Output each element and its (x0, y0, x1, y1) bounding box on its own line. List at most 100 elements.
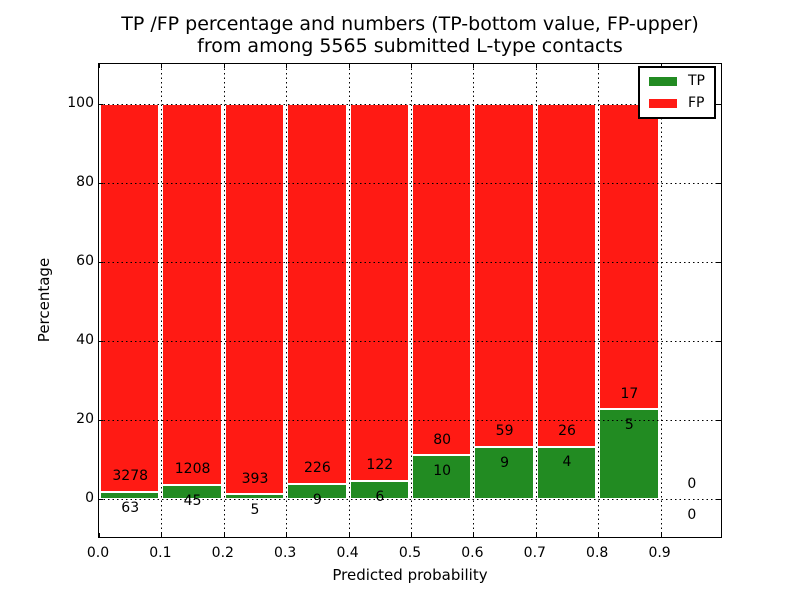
fp-bar-segment (349, 103, 409, 481)
tp-bar-segment (474, 447, 534, 500)
x-tick-mark (473, 533, 475, 537)
y-tick-mark-right (717, 499, 721, 501)
chart-title-line2: from among 5565 submitted L-type contact… (197, 35, 623, 57)
y-tick-mark-right (717, 261, 721, 263)
tp-count-label: 63 (121, 499, 140, 516)
fp-count-label: 3278 (112, 468, 149, 485)
chart-title-line1: TP /FP percentage and numbers (TP-bottom… (121, 13, 699, 35)
fp-bar-segment (536, 103, 597, 447)
fp-bar-segment (474, 103, 534, 448)
x-axis-label: Predicted probability (332, 566, 488, 584)
y-tick-label: 80 (76, 173, 94, 190)
x-tick-mark (286, 533, 288, 537)
fp-bar-segment (100, 103, 160, 492)
x-tick-mark-top (161, 64, 163, 68)
fp-bar-segment (412, 103, 472, 456)
fp-count-label: 17 (620, 385, 639, 402)
x-tick-label: 0.4 (336, 545, 359, 561)
y-gridline (99, 420, 721, 422)
x-tick-mark (99, 533, 100, 537)
x-tick-mark (598, 533, 600, 537)
y-tick-mark (99, 499, 103, 501)
x-gridline (161, 64, 163, 537)
tp-count-label: 5 (624, 417, 634, 434)
tp-count-label: 9 (500, 454, 510, 471)
x-tick-label: 0.1 (149, 545, 172, 561)
x-tick-mark-top (99, 64, 100, 68)
x-gridline (348, 64, 350, 537)
x-tick-mark-top (411, 64, 412, 68)
y-tick-label: 100 (67, 94, 94, 111)
x-gridline (535, 64, 537, 537)
x-tick-mark (348, 533, 350, 537)
tp-count-label: 4 (562, 454, 572, 471)
x-tick-label: 0.0 (86, 545, 110, 561)
fp-count-label: 1208 (174, 461, 211, 478)
x-tick-label: 0.5 (398, 545, 422, 561)
fp-bar-segment (599, 103, 659, 410)
x-gridline (411, 64, 412, 537)
tp-bar-segment (224, 494, 285, 500)
plot-area: 3278 63 1208 45 393 5 226 9 122 6 80 10 59 9 26 4 17 5 0 0 … (98, 63, 722, 538)
x-tick-label: 0.7 (523, 545, 546, 561)
y-axis-label: Percentage (35, 257, 53, 343)
tp-bar-segment (100, 491, 160, 500)
fp-bar-segment (162, 103, 222, 486)
chart-title: TP /FP percentage and numbers (TP-bottom… (98, 13, 722, 57)
x-tick-mark (411, 533, 412, 537)
y-tick-mark (99, 182, 103, 184)
y-gridline (99, 182, 721, 184)
x-tick-mark (660, 533, 662, 537)
fp-count-label: 226 (304, 460, 331, 477)
tp-count-label: 0 (687, 507, 697, 524)
fp-count-label: 80 (433, 431, 452, 448)
fp-bar-segment (287, 103, 347, 485)
tp-bar-segment (162, 485, 222, 500)
legend-label-fp: FP (688, 95, 705, 111)
fp-color-swatch (649, 99, 677, 108)
y-gridline (99, 103, 721, 105)
fp-count-label: 0 (687, 475, 697, 492)
tp-count-label: 10 (433, 463, 452, 480)
y-gridline (99, 261, 721, 263)
tp-bar-segment (599, 409, 659, 500)
tp-color-swatch (649, 77, 677, 86)
y-tick-label: 40 (76, 332, 94, 349)
fp-count-label: 59 (495, 423, 514, 440)
y-tick-mark (99, 420, 103, 422)
x-tick-mark (223, 533, 225, 537)
x-tick-mark-top (223, 64, 225, 68)
y-tick-label: 0 (85, 490, 94, 507)
x-gridline (223, 64, 225, 537)
y-tick-mark-right (717, 341, 721, 343)
fp-count-label: 26 (558, 422, 576, 439)
fp-count-label: 122 (366, 457, 394, 474)
x-tick-mark-top (535, 64, 537, 68)
y-tick-label: 60 (76, 252, 94, 269)
tp-bar-segment (287, 484, 347, 500)
x-tick-mark-top (598, 64, 600, 68)
x-tick-label: 0.8 (586, 545, 609, 561)
x-tick-mark-top (348, 64, 350, 68)
y-tick-mark-right (717, 182, 721, 184)
tp-bar-segment (349, 480, 409, 500)
y-tick-mark-right (717, 103, 721, 105)
x-gridline (286, 64, 288, 537)
y-tick-mark (99, 103, 103, 105)
legend: TP FP (638, 66, 716, 119)
y-gridline (99, 341, 721, 343)
fp-count-label: 393 (241, 470, 269, 487)
y-tick-label: 20 (76, 411, 94, 428)
x-tick-mark-top (473, 64, 475, 68)
legend-label-tp: TP (688, 73, 705, 89)
x-tick-mark (161, 533, 163, 537)
tp-count-label: 6 (375, 488, 385, 505)
x-gridline (473, 64, 475, 537)
tp-count-label: 5 (250, 502, 260, 519)
legend-item-fp: FP (649, 96, 705, 111)
x-tick-label: 0.9 (648, 545, 671, 561)
x-tick-label: 0.6 (461, 545, 484, 561)
tp-bar-segment (536, 446, 597, 500)
y-gridline (99, 499, 721, 501)
